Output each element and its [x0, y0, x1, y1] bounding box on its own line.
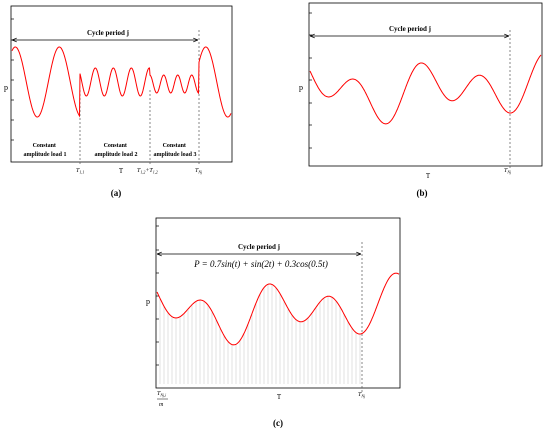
panel-a: Cycle period j p Constant amplitude load…: [4, 5, 233, 198]
panel-a-tick-3: TNj: [195, 168, 203, 175]
panel-a-segment-3-label: Constant amplitude load 3: [153, 143, 196, 158]
panel-a-x-label: T: [119, 167, 124, 175]
panel-b-x-label: T: [426, 172, 431, 180]
panel-c-caption: (c): [273, 418, 283, 428]
panel-b-cycle-label: Cycle period j: [389, 25, 431, 33]
panel-a-frame: [10, 5, 233, 163]
panel-c-cycle-label: Cycle period j: [238, 243, 280, 251]
panel-a-caption: (a): [111, 188, 122, 198]
panel-c-discretization-lines: [159, 284, 361, 384]
panel-c-x-label: T: [277, 393, 282, 401]
panel-c-frame: [155, 217, 401, 389]
panel-c-tick-right: TNj: [358, 392, 366, 399]
panel-b-y-ticks: [309, 12, 312, 149]
panel-c-tick-left: TNj,i: [157, 391, 166, 399]
panel-a-y-label: p: [4, 83, 8, 92]
panel-a-segment-2-label: Constant amplitude load 2: [94, 143, 137, 158]
panel-b: Cycle period j p T TNj (b): [299, 2, 543, 198]
panel-a-tick-2: T1,2+T1,2: [137, 168, 158, 176]
panel-b-tick: TNj: [504, 168, 512, 175]
panel-a-tick-1: T1,1: [76, 168, 84, 176]
panel-b-frame: [308, 2, 543, 167]
panel-c-tick-left-denominator: m: [159, 402, 164, 408]
panel-a-y-ticks: [11, 18, 14, 141]
panel-b-y-label: p: [299, 83, 303, 92]
panel-c: Cycle period j P = 0.7sin(t) + sin(2t) +…: [146, 217, 401, 428]
panel-c-load-curve: [156, 272, 400, 346]
panel-a-cycle-label: Cycle period j: [87, 29, 129, 37]
panel-a-segment-1-label: Constant amplitude load 1: [23, 143, 66, 158]
panel-c-y-label: p: [146, 297, 150, 306]
panel-c-formula: P = 0.7sin(t) + sin(2t) + 0.3cos(0.5t): [193, 259, 328, 269]
panel-b-caption: (b): [417, 188, 428, 198]
panel-a-load-curve: [11, 46, 232, 118]
panel-b-load-curve: [309, 54, 542, 125]
